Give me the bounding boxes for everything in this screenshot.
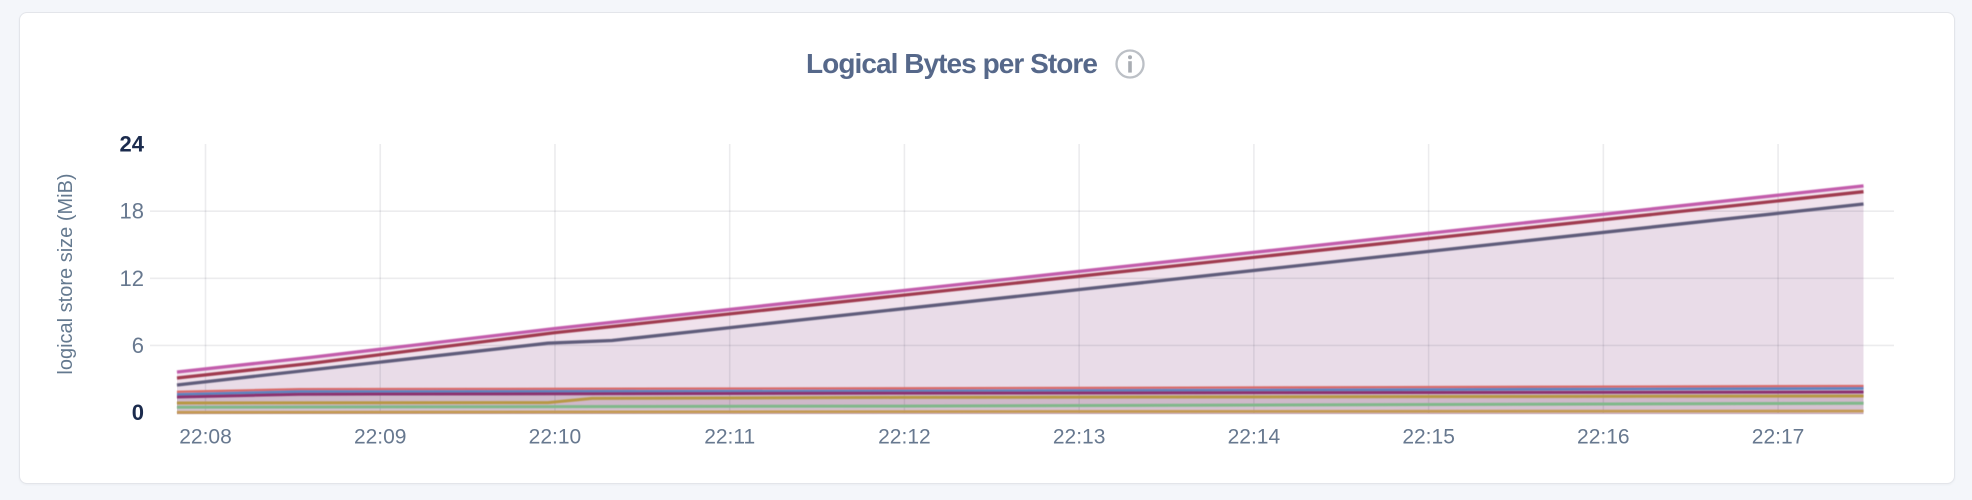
svg-text:22:14: 22:14 [1228, 426, 1281, 449]
svg-text:22:15: 22:15 [1402, 426, 1455, 449]
svg-text:0: 0 [132, 400, 144, 425]
svg-text:22:17: 22:17 [1752, 426, 1805, 449]
svg-text:12: 12 [120, 266, 144, 291]
svg-text:22:10: 22:10 [529, 426, 582, 449]
svg-text:22:16: 22:16 [1577, 426, 1630, 449]
svg-text:22:08: 22:08 [179, 426, 232, 449]
svg-text:18: 18 [120, 199, 144, 224]
svg-text:22:09: 22:09 [354, 426, 407, 449]
svg-text:6: 6 [132, 333, 144, 358]
svg-text:22:13: 22:13 [1053, 426, 1106, 449]
svg-text:logical store size (MiB): logical store size (MiB) [55, 173, 77, 374]
svg-text:22:11: 22:11 [704, 426, 755, 449]
svg-text:24: 24 [120, 132, 145, 157]
svg-text:22:12: 22:12 [878, 426, 931, 449]
